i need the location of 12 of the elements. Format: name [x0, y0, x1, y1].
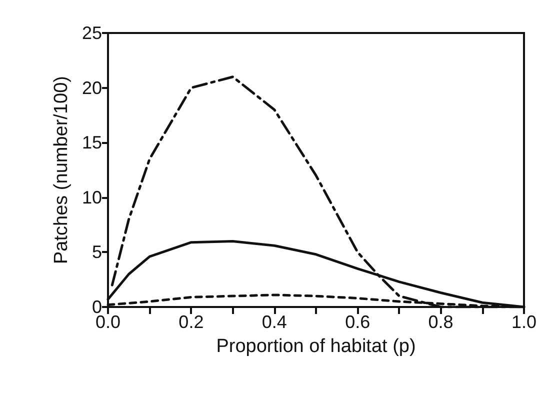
x-tick-label: 0.8: [428, 312, 454, 332]
x-tick-label: 0.4: [262, 312, 287, 332]
x-tick-label: 0.2: [178, 312, 204, 332]
y-tick-label: 5: [92, 242, 102, 262]
x-axis-title: Proportion of habitat (p): [216, 336, 416, 357]
y-axis-title: Patches (number/100): [51, 76, 72, 264]
y-tick-label: 20: [82, 78, 102, 98]
y-tick-label: 10: [82, 187, 102, 208]
y-tick-label: 25: [82, 23, 102, 43]
x-tick-label: 0.6: [345, 312, 370, 332]
y-tick-label: 15: [82, 132, 102, 153]
x-tick-label: 1.0: [511, 312, 537, 332]
